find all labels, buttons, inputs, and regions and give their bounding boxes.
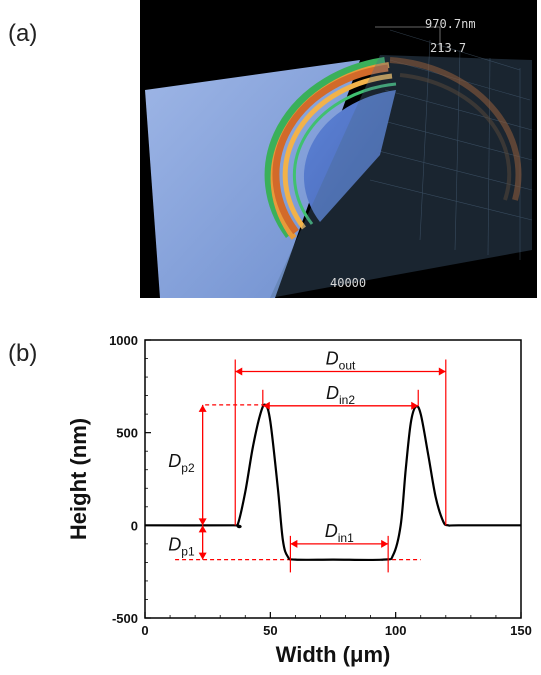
dimension-label: Dout <box>326 349 356 373</box>
arrow-head <box>262 401 270 410</box>
y-axis-title: Height (nm) <box>66 418 91 540</box>
y-tick-label: 1000 <box>109 333 138 348</box>
height-profile-chart: 0 50 100 150 -500 0 500 1000 Dout Din2 Din1 Dp2 Dp1… <box>0 320 541 675</box>
plot-frame <box>144 339 522 619</box>
arrow-head <box>198 525 207 533</box>
x-tick-label: 0 <box>141 623 148 638</box>
y-tick-label: -500 <box>112 611 138 626</box>
arrow-head <box>290 539 298 548</box>
height-readout-mid: 213.7 <box>430 41 467 55</box>
surface-3d-render <box>145 26 533 298</box>
y-tick-label: 0 <box>131 518 138 533</box>
dimension-label: Dp2 <box>168 451 195 475</box>
arrow-head <box>381 539 389 548</box>
arrow-head <box>198 518 207 526</box>
profile-curve <box>144 403 521 562</box>
dimension-label: Din1 <box>325 521 354 545</box>
x-tick-label: 50 <box>263 623 277 638</box>
x-axis-title: Width (μm) <box>276 642 391 667</box>
dimension-label: Din2 <box>326 383 355 407</box>
arrow-head <box>235 367 243 376</box>
arrow-head <box>438 367 446 376</box>
surface-profile-image: 970.7nm 213.7 40000 <box>140 0 537 298</box>
y-tick-label: 500 <box>116 426 138 441</box>
panel-a-label: (a) <box>8 20 38 47</box>
dimension-label: Dp1 <box>168 534 195 558</box>
arrow-head <box>198 552 207 560</box>
x-tick-label: 150 <box>510 623 532 638</box>
reference-lines <box>175 404 421 561</box>
panel-b-label: (b) <box>8 340 38 367</box>
dimension-arrows: Dout Din2 Din1 Dp2 Dp1 <box>168 349 447 573</box>
height-readout-max: 970.7nm <box>425 17 476 31</box>
x-tick-label: 100 <box>385 623 407 638</box>
axis-readout: 40000 <box>330 276 367 290</box>
arrow-head <box>198 404 207 412</box>
arrow-head <box>411 401 419 410</box>
